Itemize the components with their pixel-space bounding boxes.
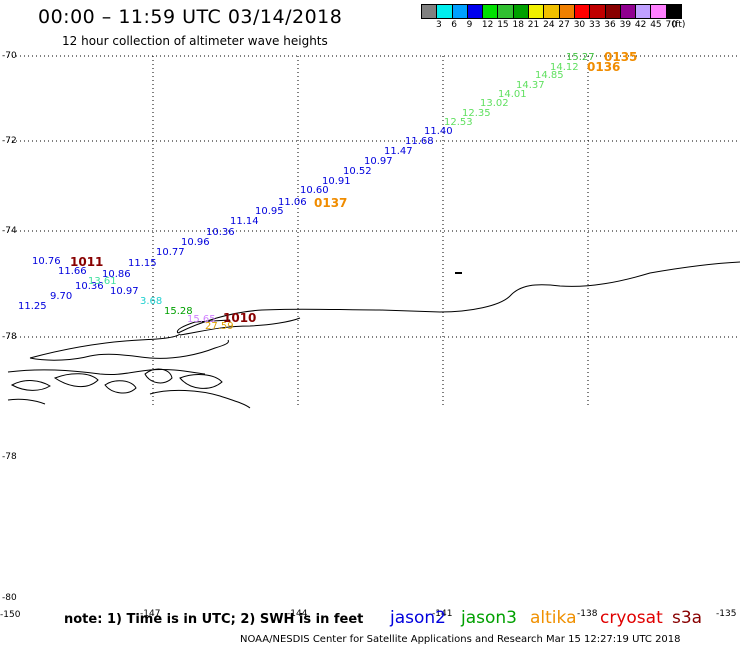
color-scale-labels: 3 6 9 12 15 18 21 24 27 30 33 36 39 42 45 70 (ft): [421, 20, 740, 34]
color-scale-swatch: [573, 4, 591, 19]
color-scale-label: 36: [604, 20, 616, 30]
wave-height: 11.40: [424, 126, 453, 137]
footer-note: note: 1) Time is in UTC; 2) SWH is in fe…: [64, 612, 364, 627]
satellite-legend-cryosat: cryosat: [600, 608, 663, 628]
wave-height: 14.37: [516, 80, 545, 91]
lat-label: -70: [2, 51, 17, 61]
wave-height: 10.91: [322, 176, 351, 187]
color-scale-swatch: [497, 4, 514, 19]
color-scale-swatch: [436, 4, 453, 19]
map-subtitle: 12 hour collection of altimeter wave hei…: [62, 34, 328, 48]
pass-label: 1010: [223, 311, 257, 325]
color-scale-label: 70: [665, 20, 677, 30]
wave-height: 12.53: [444, 117, 473, 128]
color-scale-label: 18: [512, 20, 524, 30]
pass-label: 0137: [314, 196, 348, 210]
wave-height: 13.61: [88, 276, 117, 287]
color-scale-swatch: [543, 4, 560, 19]
satellite-legend-altika: altika: [530, 608, 577, 628]
color-scale-swatch: [512, 4, 530, 19]
pass-label: 0135: [604, 50, 638, 64]
wave-height: 14.01: [498, 89, 527, 100]
wave-height: 15.28: [164, 306, 193, 317]
wave-height: 15.65: [187, 314, 216, 325]
lon-label: -150: [0, 610, 21, 620]
lat-label: -78: [2, 332, 17, 342]
lat-label: -80: [2, 593, 17, 603]
wave-height: 11.14: [230, 216, 259, 227]
color-scale-swatch: [482, 4, 499, 19]
color-scale-swatch: [558, 4, 575, 19]
lat-label: -72: [2, 136, 17, 146]
color-scale: [421, 4, 683, 19]
color-scale-label: 30: [573, 20, 586, 30]
color-scale-swatch: [466, 4, 484, 19]
wave-height: 14.85: [535, 70, 564, 81]
wave-height: 10.60: [300, 185, 329, 196]
color-scale-swatch: [451, 4, 468, 19]
wave-height: 11.66: [58, 266, 87, 277]
graticule: [8, 55, 740, 408]
map-title: 00:00 – 11:59 UTC 03/14/2018: [38, 6, 343, 28]
color-scale-swatch: [421, 4, 438, 19]
coastline: [7, 261, 740, 409]
lon-label: -138: [577, 609, 598, 619]
color-scale-label: 24: [543, 20, 555, 30]
lon-label: -135: [716, 609, 737, 619]
wave-height: 10.52: [343, 166, 372, 177]
wave-height: 10.95: [255, 206, 284, 217]
color-scale-label: 45: [650, 20, 662, 30]
satellite-legend-jason2: jason2: [390, 608, 446, 628]
color-scale-label: (ft): [671, 20, 686, 30]
pass-label: 0136: [587, 60, 621, 74]
satellite-legend-s3a: s3a: [672, 608, 703, 628]
pass-label: 1011: [70, 255, 104, 269]
wave-height: 11.25: [18, 301, 47, 312]
color-scale-label: 39: [619, 20, 632, 30]
wave-height: 10.86: [102, 269, 131, 280]
color-scale-label: 42: [634, 20, 647, 30]
wave-height: 3.68: [140, 296, 163, 307]
wave-height: 13.02: [480, 98, 509, 109]
wave-height: 9.70: [50, 291, 73, 302]
color-scale-swatch: [665, 4, 683, 19]
wave-height: 27.59: [205, 321, 234, 332]
wave-height: 11.68: [405, 136, 434, 147]
wave-height: 11.06: [278, 197, 307, 208]
color-scale-label: 9: [466, 20, 473, 30]
lon-label: -144: [287, 609, 308, 619]
satellite-legend-jason3: jason3: [461, 608, 517, 628]
color-scale-label: 21: [527, 20, 540, 30]
color-scale-label: 6: [451, 20, 458, 30]
lat-label: -74: [2, 226, 17, 236]
wave-height: 11.15: [128, 258, 157, 269]
wave-height: 10.36: [206, 227, 235, 238]
color-scale-label: 3: [436, 20, 442, 30]
wave-height: 10.36: [75, 281, 104, 292]
color-scale-swatch: [619, 4, 637, 19]
color-scale-label: 15: [497, 20, 509, 30]
color-scale-label: 27: [558, 20, 570, 30]
color-scale-swatch: [604, 4, 621, 19]
lon-label: -147: [140, 609, 161, 619]
wave-height: 14.12: [550, 62, 579, 73]
wave-height: 10.76: [32, 256, 61, 267]
color-scale-swatch: [650, 4, 667, 19]
lat-label: -78: [2, 452, 17, 462]
wave-height: 11.47: [384, 146, 413, 157]
color-scale-label: 33: [589, 20, 601, 30]
footer-credit: NOAA/NESDIS Center for Satellite Applica…: [240, 634, 681, 645]
wave-height: 10.97: [110, 286, 139, 297]
wave-height: 10.77: [156, 247, 185, 258]
color-scale-swatch: [528, 4, 545, 19]
color-scale-swatch: [635, 4, 652, 19]
lon-label: -141: [432, 609, 453, 619]
wave-height: 12.35: [462, 108, 491, 119]
color-scale-swatch: [589, 4, 606, 19]
wave-height: 10.96: [181, 237, 210, 248]
wave-height: 10.97: [364, 156, 393, 167]
color-scale-label: 12: [481, 20, 494, 30]
wave-height: 15.27: [566, 52, 595, 63]
